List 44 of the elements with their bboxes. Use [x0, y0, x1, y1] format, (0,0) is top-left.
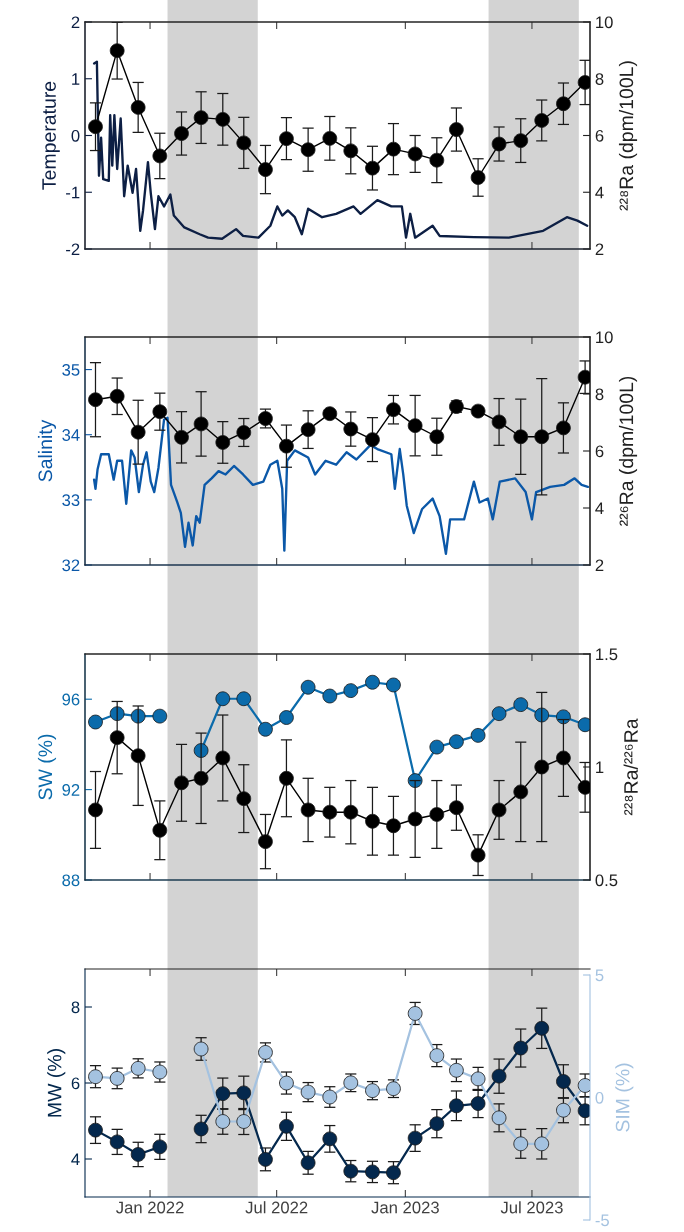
y-tick-label: 34: [62, 429, 80, 441]
y2-tick-label: 0: [595, 1091, 604, 1104]
y-tick-label: 8: [71, 1001, 80, 1014]
y2-tick-label: 10: [596, 16, 613, 29]
y-tick-label: 4: [71, 1153, 80, 1166]
y-tick-label: 96: [62, 693, 80, 706]
y2-tick-label: 2: [595, 243, 604, 256]
y-tick-label: -1: [66, 186, 80, 199]
y2-tick-label: 10: [596, 331, 613, 344]
y2-tick-label: 6: [595, 129, 604, 142]
y2-axis-title: SIM (%): [615, 1063, 634, 1132]
y-axis-title: Salinity: [37, 419, 57, 482]
y2-tick-label: 4: [595, 502, 604, 515]
line-series: [92, 60, 589, 240]
y2-tick-label: 1: [596, 761, 604, 774]
y2-tick-label: 1.5: [596, 648, 618, 661]
y-tick-label: 88: [62, 874, 80, 887]
y2-tick-label: -5: [595, 1214, 609, 1227]
y2-axis-title: ²²⁸Ra (dpm/100L): [618, 61, 638, 211]
y-tick-label: -2: [66, 243, 80, 256]
y2-tick-label: 6: [595, 445, 604, 458]
y-tick-label: 1: [72, 73, 80, 85]
y-tick-label: 33: [62, 494, 80, 507]
y-tick-label: 35: [62, 363, 80, 376]
y2-axis-title: ²²⁸Ra/²²⁶Ra: [623, 718, 638, 816]
y2-tick-label: 0.5: [595, 874, 618, 887]
x-tick-label: Jan 2022: [116, 1201, 184, 1214]
y-axis-title: SW (%): [37, 734, 57, 800]
y-axis-title: MW (%): [47, 1049, 66, 1117]
y2-tick-label: 4: [595, 186, 604, 199]
y2-tick-label: 8: [595, 388, 604, 401]
x-tick-label: Jul 2023: [500, 1201, 563, 1214]
y-tick-label: 0: [71, 129, 80, 142]
y2-tick-label: 2: [595, 559, 604, 572]
y-tick-label: 6: [71, 1077, 80, 1090]
x-tick-label: Jul 2022: [245, 1201, 308, 1214]
y-tick-label: 32: [62, 559, 80, 572]
x-tick-label: Jan 2023: [371, 1201, 439, 1214]
y-axis-title: Temperature: [42, 81, 60, 190]
y2-tick-label: 5: [595, 969, 604, 982]
y2-axis-title: ²²⁶Ra (dpm/100L): [618, 376, 638, 526]
y-tick-label: 92: [62, 784, 80, 796]
y-tick-label: 2: [71, 16, 80, 29]
y2-tick-label: 8: [595, 73, 604, 85]
